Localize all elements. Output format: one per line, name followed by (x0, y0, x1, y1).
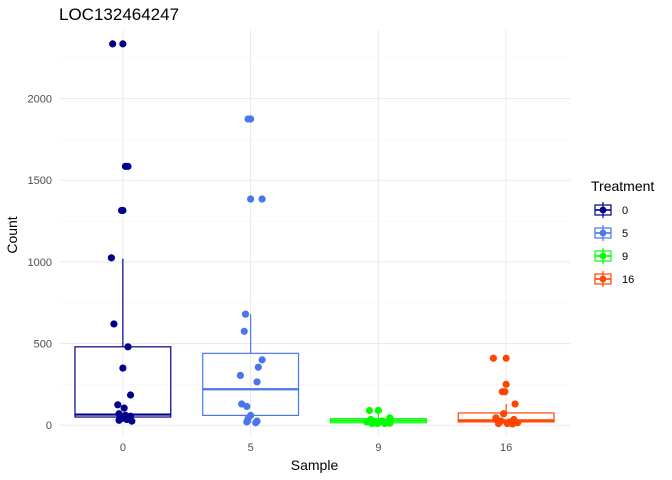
data-point (119, 364, 127, 372)
data-point (386, 419, 394, 427)
legend-label: 5 (622, 228, 628, 240)
legend-key-point (599, 206, 607, 214)
data-point (243, 402, 251, 411)
data-point (114, 401, 122, 409)
data-point (501, 388, 509, 396)
data-point (240, 327, 248, 335)
data-point (368, 419, 376, 428)
data-point (247, 195, 255, 203)
data-point (494, 419, 503, 428)
legend-key-point (599, 229, 607, 237)
data-point (492, 414, 500, 422)
data-point (258, 195, 266, 203)
chart-title: LOC132464247 (59, 5, 179, 24)
data-point (243, 418, 251, 426)
data-point (119, 40, 127, 48)
data-point (110, 320, 118, 328)
data-point (503, 419, 512, 428)
boxes (74, 258, 555, 425)
legend-label: 9 (622, 251, 628, 263)
data-point (365, 406, 374, 415)
x-axis-title: Sample (291, 457, 339, 473)
x-tick-label: 9 (375, 442, 381, 454)
legend-key-point (599, 252, 607, 260)
grid (59, 30, 570, 435)
data-point (107, 254, 115, 262)
data-point (124, 343, 132, 351)
y-tick-label: 1500 (28, 175, 52, 187)
y-tick-label: 1000 (28, 257, 52, 269)
legend-entry: 0 (594, 202, 628, 218)
data-point (117, 206, 126, 215)
data-point (258, 356, 266, 364)
data-point (374, 406, 382, 415)
y-tick-label: 0 (46, 420, 52, 432)
data-point (252, 419, 260, 427)
data-point (115, 416, 123, 424)
points (107, 40, 522, 428)
box (202, 352, 300, 417)
data-point (236, 371, 245, 379)
x-tick-label: 16 (500, 442, 512, 454)
tick-labels: 0 500 1000 1500 2000 0 5 9 16 (28, 94, 513, 454)
data-point (109, 40, 117, 48)
legend-label: 0 (622, 205, 628, 217)
y-axis-title: Count (4, 216, 20, 253)
data-point (253, 378, 261, 386)
legend-entry: 16 (594, 271, 634, 287)
legend: Treatment 0 5 9 16 (591, 178, 654, 287)
data-point (247, 115, 255, 123)
x-tick-label: 0 (120, 442, 126, 454)
data-point (124, 162, 132, 170)
data-point (508, 420, 517, 428)
data-point (128, 417, 136, 425)
legend-entry: 5 (594, 225, 628, 241)
data-point (502, 354, 510, 362)
y-tick-label: 500 (34, 339, 52, 351)
data-point (489, 354, 497, 362)
data-point (374, 419, 382, 427)
data-point (499, 410, 508, 418)
data-point (241, 310, 250, 318)
legend-entry: 9 (594, 248, 628, 264)
data-point (511, 400, 519, 408)
data-point (381, 419, 389, 428)
data-point (254, 363, 262, 371)
y-tick-label: 2000 (28, 94, 52, 106)
data-point (126, 391, 135, 399)
legend-label: 16 (622, 274, 634, 286)
data-point (120, 404, 128, 412)
legend-title: Treatment (591, 178, 654, 194)
x-tick-label: 5 (248, 442, 254, 454)
legend-key-point (599, 275, 607, 283)
data-point (502, 380, 510, 388)
